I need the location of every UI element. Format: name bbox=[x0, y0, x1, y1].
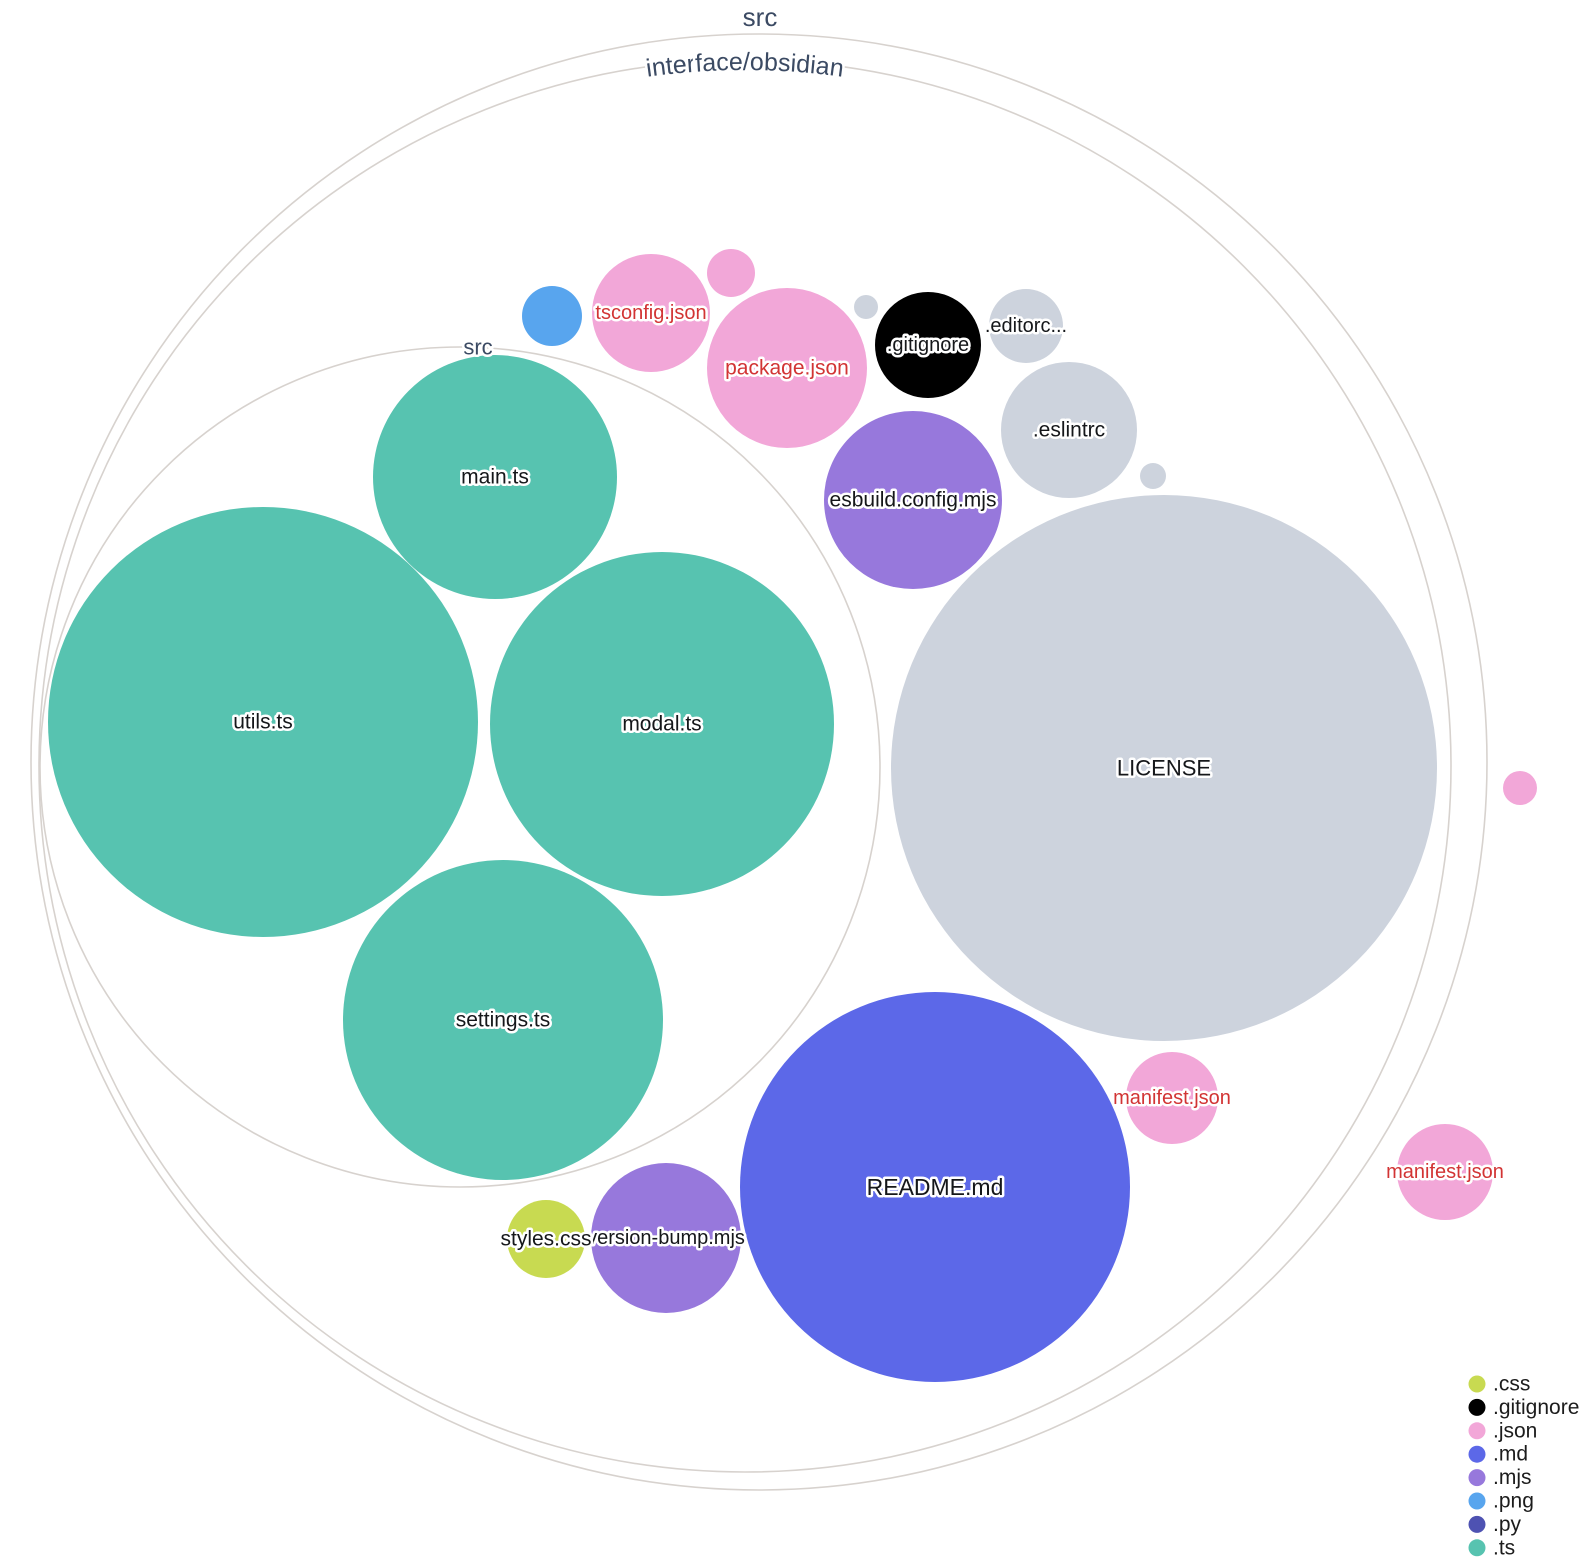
folder-label-src: src bbox=[743, 2, 778, 32]
file-circle-png-file[interactable] bbox=[522, 286, 582, 346]
file-circle-.eslintrc[interactable] bbox=[1001, 362, 1137, 498]
file-circle-.editorconfig[interactable] bbox=[989, 289, 1063, 363]
file-label-modal.ts: modal.ts bbox=[622, 713, 701, 736]
file-label-LICENSE: LICENSE bbox=[1117, 756, 1211, 781]
file-circle-json-small-top[interactable] bbox=[707, 249, 755, 297]
file-circle-json-small-right[interactable] bbox=[1503, 771, 1537, 805]
file-circle-package.json[interactable] bbox=[707, 288, 867, 448]
legend-swatch-icon-.ts bbox=[1468, 1539, 1486, 1557]
legend-label-.md: .md bbox=[1493, 1443, 1528, 1466]
file-circle-gray-tiny-2[interactable] bbox=[1140, 463, 1166, 489]
file-circle-styles.css[interactable] bbox=[507, 1200, 585, 1278]
file-circle-.gitignore[interactable] bbox=[875, 292, 981, 398]
file-label-version-bump.mjs: version-bump.mjs bbox=[587, 1227, 745, 1249]
file-circle-README.md[interactable] bbox=[740, 992, 1130, 1382]
file-label-styles.css: styles.css bbox=[500, 1228, 591, 1251]
legend-label-.png: .png bbox=[1493, 1490, 1534, 1513]
file-circle-manifest.json-outer[interactable] bbox=[1397, 1124, 1493, 1220]
legend-label-.mjs: .mjs bbox=[1493, 1466, 1532, 1489]
file-label-utils.ts: utils.ts bbox=[233, 711, 293, 734]
legend-swatch-icon-.gitignore bbox=[1468, 1398, 1486, 1416]
folder-circle-interface/obsidian[interactable] bbox=[38, 59, 1452, 1473]
file-label-README.md: README.md bbox=[867, 1174, 1004, 1200]
file-label-manifest.json: manifest.json bbox=[1113, 1087, 1231, 1109]
file-label-settings.ts: settings.ts bbox=[456, 1009, 551, 1032]
legend-label-.gitignore: .gitignore bbox=[1493, 1396, 1579, 1419]
file-circle-gray-tiny-1[interactable] bbox=[854, 295, 878, 319]
file-circle-settings.ts[interactable] bbox=[343, 860, 663, 1180]
file-label-package.json: package.json bbox=[725, 357, 849, 380]
file-label-tsconfig.json: tsconfig.json bbox=[595, 302, 706, 324]
file-circle-tsconfig.json[interactable] bbox=[592, 254, 710, 372]
legend: .css.gitignore.json.md.mjs.png.py.ts bbox=[1468, 1373, 1579, 1559]
folder-circle-src-inner[interactable] bbox=[39, 346, 881, 1188]
file-label-manifest.json-outer: manifest.json bbox=[1386, 1161, 1504, 1183]
legend-label-.json: .json bbox=[1493, 1419, 1537, 1442]
folder-circle-src[interactable] bbox=[30, 33, 1488, 1491]
file-label-main.ts: main.ts bbox=[461, 466, 529, 489]
file-circle-main.ts[interactable] bbox=[373, 355, 617, 599]
legend-swatch-icon-.json bbox=[1468, 1422, 1486, 1440]
folder-label-src-inner: src bbox=[463, 335, 492, 360]
legend-swatch-icon-.md bbox=[1468, 1445, 1486, 1463]
file-label-esbuild.config.mjs: esbuild.config.mjs bbox=[830, 489, 997, 512]
file-circle-esbuild.config.mjs[interactable] bbox=[824, 411, 1002, 589]
file-circle-utils.ts[interactable] bbox=[48, 507, 478, 937]
file-circle-manifest.json[interactable] bbox=[1126, 1052, 1218, 1144]
legend-label-.ts: .ts bbox=[1493, 1536, 1515, 1559]
legend-label-.py: .py bbox=[1493, 1513, 1522, 1536]
file-circle-version-bump.mjs[interactable] bbox=[591, 1163, 741, 1313]
legend-swatch-icon-.css bbox=[1468, 1375, 1486, 1393]
file-label-.editorconfig: .editorc... bbox=[985, 315, 1067, 337]
file-circle-modal.ts[interactable] bbox=[490, 552, 834, 896]
legend-swatch-icon-.png bbox=[1468, 1492, 1486, 1510]
legend-swatch-icon-.py bbox=[1468, 1515, 1486, 1533]
folder-label-interface/obsidian: interface/obsidian bbox=[644, 48, 845, 83]
file-label-.eslintrc: .eslintrc bbox=[1033, 419, 1105, 442]
legend-swatch-icon-.mjs bbox=[1468, 1469, 1486, 1487]
legend-label-.css: .css bbox=[1493, 1373, 1530, 1396]
file-label-.gitignore: .gitignore bbox=[887, 334, 969, 356]
file-circle-LICENSE[interactable] bbox=[891, 495, 1437, 1041]
